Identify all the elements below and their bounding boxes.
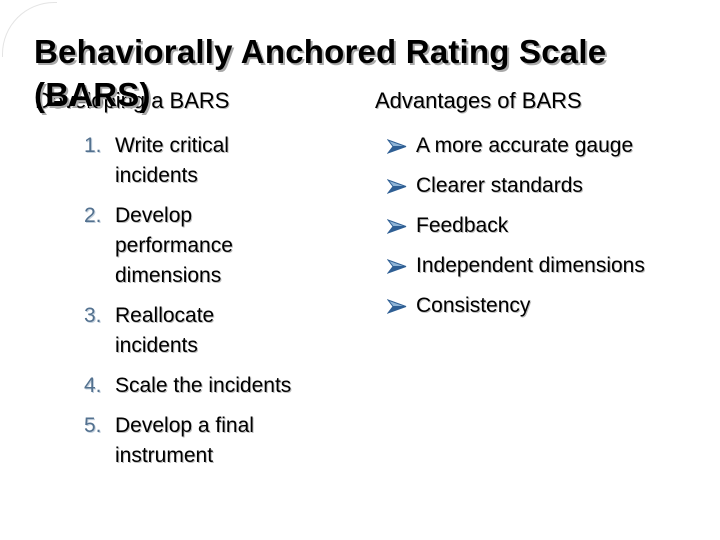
right-column-heading: Advantages of BARS	[375, 88, 582, 113]
list-item: Independent dimensions	[386, 251, 645, 281]
arrowhead-bullet-icon	[386, 258, 407, 275]
arrowhead-bullet-icon	[386, 178, 407, 195]
list-item-text: Write critical incidents	[115, 134, 229, 187]
list-item-text: Clearer standards	[416, 174, 583, 197]
arrowhead-bullet-icon	[386, 298, 407, 315]
list-item: 2. Develop performance dimensions	[84, 201, 301, 291]
list-item-text: A more accurate gauge	[416, 134, 634, 157]
list-item-number: 5.	[84, 414, 102, 437]
developing-steps-list: 1. Write critical incidents 2. Develop p…	[84, 131, 301, 481]
list-item: 4. Scale the incidents	[84, 371, 301, 401]
list-item-number: 2.	[84, 204, 102, 227]
list-item-text: Consistency	[416, 294, 531, 317]
list-item-text: Develop a final instrument	[115, 414, 254, 467]
list-item-number: 4.	[84, 374, 102, 397]
list-item-number: 3.	[84, 304, 102, 327]
left-column-heading: Developing a BARS	[35, 88, 230, 113]
list-item-text: Feedback	[416, 214, 509, 237]
list-item-number: 1.	[84, 134, 102, 157]
list-item-text: Develop performance dimensions	[115, 204, 233, 287]
slide-title: Behaviorally Anchored Rating Scale (BARS…	[34, 33, 607, 113]
advantages-list: A more accurate gauge Clearer standards …	[386, 131, 645, 331]
list-item-text: Scale the incidents	[115, 374, 292, 397]
list-item: 5. Develop a final instrument	[84, 411, 301, 471]
list-item-text: Reallocate incidents	[115, 304, 215, 357]
list-item-text: Independent dimensions	[416, 254, 645, 277]
list-item: A more accurate gauge	[386, 131, 645, 161]
list-item: Consistency	[386, 291, 645, 321]
list-item: Clearer standards	[386, 171, 645, 201]
list-item: 3. Reallocate incidents	[84, 301, 301, 361]
list-item: Feedback	[386, 211, 645, 241]
arrowhead-bullet-icon	[386, 138, 407, 155]
list-item: 1. Write critical incidents	[84, 131, 301, 191]
arrowhead-bullet-icon	[386, 218, 407, 235]
